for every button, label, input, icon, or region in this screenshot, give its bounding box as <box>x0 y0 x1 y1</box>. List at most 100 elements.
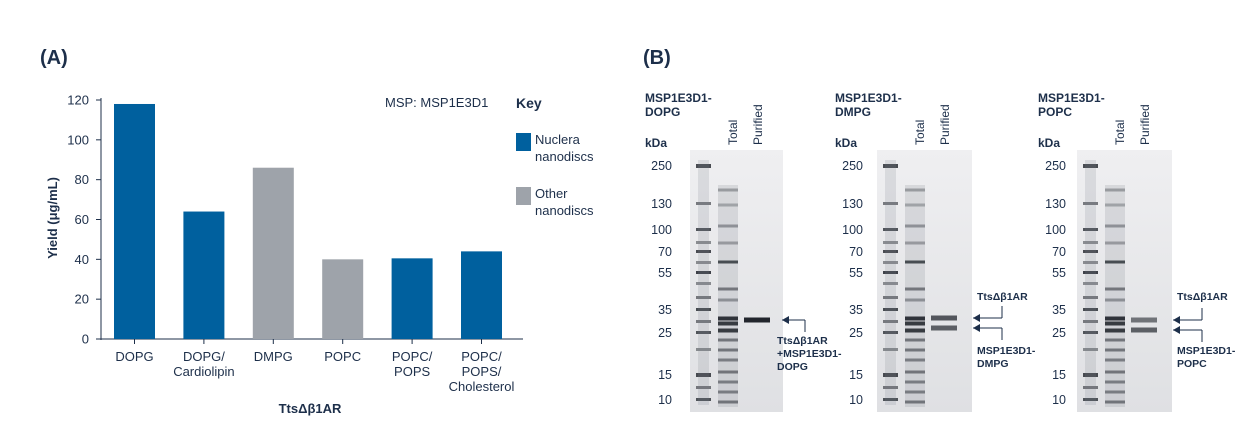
kda-label: kDa <box>1038 136 1060 150</box>
total-lane-band <box>1105 241 1125 245</box>
total-lane-band <box>905 241 925 245</box>
total-lane-band <box>718 338 738 342</box>
gel-image <box>1077 150 1172 412</box>
total-lane-band <box>905 188 925 192</box>
ladder-band <box>883 320 898 323</box>
ladder-band <box>883 202 898 205</box>
ladder-band <box>883 282 898 285</box>
mw-marker-label: 25 <box>658 326 672 340</box>
total-lane-band <box>718 348 738 352</box>
ladder-band <box>883 308 898 311</box>
ladder-band <box>883 398 898 401</box>
ladder-band <box>696 261 711 264</box>
total-lane-band <box>1105 321 1125 326</box>
gel-image <box>877 150 972 412</box>
total-lane-band <box>718 241 738 245</box>
total-lane-band <box>718 358 738 362</box>
mw-marker-label: 10 <box>849 393 863 407</box>
mw-marker-label: 10 <box>1052 393 1066 407</box>
total-lane-band <box>905 224 925 228</box>
ladder-band <box>883 373 898 377</box>
legend-label: nanodiscs <box>535 203 594 218</box>
y-tick-label: 20 <box>75 292 89 307</box>
total-lane-band <box>718 260 738 264</box>
lane-label: Total <box>1113 120 1127 145</box>
msp-note: MSP: MSP1E3D1 <box>385 95 488 110</box>
ladder-band <box>696 202 711 205</box>
gel-image <box>690 150 783 412</box>
bar-series <box>114 103 502 339</box>
mw-marker-label: 55 <box>849 266 863 280</box>
total-lane-band <box>1105 328 1125 333</box>
ladder-band <box>1083 202 1098 205</box>
lane-label: Purified <box>938 104 952 145</box>
category-label: POPC/ <box>461 349 502 364</box>
ladder-band <box>1083 373 1098 377</box>
legend: Nuclera nanodiscs Other nanodiscs <box>516 132 594 218</box>
ladder-smear <box>698 160 709 405</box>
lane-label: Purified <box>751 104 765 145</box>
legend-label: nanodiscs <box>535 149 594 164</box>
total-lane-band <box>718 328 738 333</box>
total-lane-band <box>1105 287 1125 291</box>
ladder-band <box>883 241 898 244</box>
total-lane-band <box>905 298 925 302</box>
mw-marker-label: 100 <box>651 223 672 237</box>
annotation-label: +MSP1E3D1- <box>777 348 842 360</box>
purified-lane-band <box>744 317 770 323</box>
total-lane-band <box>718 203 738 207</box>
gel-title: DMPG <box>835 105 871 119</box>
purified-lane-band <box>931 325 957 331</box>
bar <box>252 167 294 339</box>
ladder-band <box>696 398 711 401</box>
y-tick-label: 80 <box>75 172 89 187</box>
gel-title: DOPG <box>645 105 680 119</box>
ladder-band <box>883 296 898 299</box>
mw-marker-label: 15 <box>658 368 672 382</box>
bar <box>461 251 502 339</box>
y-tick-label: 40 <box>75 252 89 267</box>
annotation-label: DOPG <box>777 361 808 373</box>
mw-marker-label: 130 <box>842 197 863 211</box>
ladder-band <box>696 241 711 244</box>
mw-marker-label: 70 <box>849 245 863 259</box>
ladder-band <box>696 320 711 323</box>
total-lane-band <box>905 358 925 362</box>
total-lane-band <box>1105 370 1125 374</box>
ladder-band <box>1083 308 1098 311</box>
category-label: DMPG <box>254 349 293 364</box>
y-axis-title: Yield (μg/mL) <box>45 177 60 259</box>
mw-marker-label: 100 <box>842 223 863 237</box>
total-lane-band <box>905 321 925 326</box>
gel-title: MSP1E3D1- <box>1038 91 1105 105</box>
mw-marker-label: 100 <box>1045 223 1066 237</box>
total-lane-band <box>718 316 738 321</box>
total-lane-band <box>905 203 925 207</box>
total-lane-band <box>1105 260 1125 264</box>
annotation-label: POPC <box>1177 358 1207 370</box>
ladder-band <box>696 386 711 389</box>
total-lane-band <box>1105 224 1125 228</box>
category-label: POPC <box>324 349 361 364</box>
ladder-band <box>1083 386 1098 389</box>
ladder-band <box>696 308 711 311</box>
gel-title: MSP1E3D1- <box>645 91 712 105</box>
annotation-label: DMPG <box>977 358 1009 370</box>
ladder-band <box>1083 241 1098 244</box>
arrow-head <box>1173 326 1180 334</box>
y-tick-label: 120 <box>67 93 89 108</box>
bar <box>114 103 155 339</box>
total-lane-band <box>1105 203 1125 207</box>
ladder-band <box>1083 320 1098 323</box>
annotation-label: MSP1E3D1- <box>1177 345 1236 357</box>
bar <box>391 258 433 339</box>
category-label: Cardiolipin <box>173 364 234 379</box>
total-lane-band <box>905 390 925 394</box>
annotation-label: TtsΔβ1AR <box>977 291 1028 303</box>
y-tick-label: 100 <box>67 132 89 147</box>
ladder-band <box>883 228 898 231</box>
panel-a-label: (A) <box>40 47 68 69</box>
total-lane-band <box>718 390 738 394</box>
